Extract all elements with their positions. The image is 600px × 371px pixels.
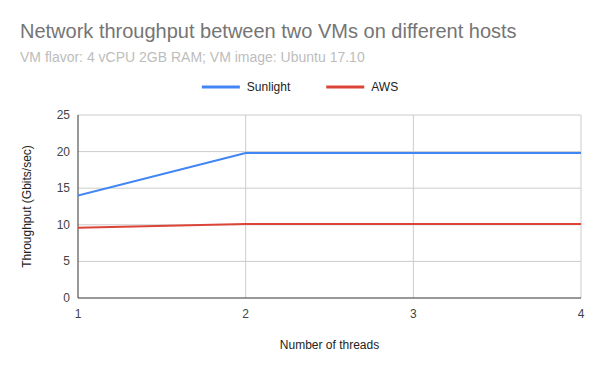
legend: Sunlight AWS — [202, 80, 398, 94]
y-tick-label: 10 — [57, 218, 71, 232]
plot-area — [78, 153, 581, 228]
y-grid-line — [78, 261, 581, 262]
x-tick-label: 3 — [410, 307, 417, 321]
x-tick-label: 1 — [75, 307, 82, 321]
y-axis — [78, 115, 79, 298]
y-grid-line — [78, 151, 581, 152]
legend-swatch — [326, 86, 364, 89]
y-tick-label: 25 — [57, 108, 71, 122]
series-line — [78, 153, 581, 195]
legend-label: Sunlight — [247, 80, 291, 94]
x-axis-label: Number of threads — [280, 338, 379, 352]
x-grid-line — [581, 115, 582, 298]
x-grid-line — [245, 115, 246, 298]
subtitle: VM flavor: 4 vCPU 2GB RAM; VM image: Ubu… — [20, 49, 365, 65]
x-tick-label: 2 — [242, 307, 249, 321]
y-tick-label: 5 — [63, 254, 70, 268]
x-grid-line — [413, 115, 414, 298]
chart: Network throughput between two VMs on di… — [0, 0, 600, 371]
legend-label: AWS — [371, 80, 398, 94]
title: Network throughput between two VMs on di… — [20, 20, 517, 42]
x-axis — [78, 298, 581, 299]
y-tick-label: 15 — [57, 181, 71, 195]
y-axis-label: Throughput (Gbits/sec) — [20, 145, 34, 268]
x-tick-label: 4 — [578, 307, 585, 321]
y-tick-label: 0 — [63, 291, 70, 305]
legend-swatch — [202, 86, 240, 89]
y-grid-line — [78, 188, 581, 189]
series-line — [78, 224, 581, 228]
y-grid-line — [78, 115, 581, 116]
background — [0, 0, 600, 371]
y-tick-label: 20 — [57, 145, 71, 159]
